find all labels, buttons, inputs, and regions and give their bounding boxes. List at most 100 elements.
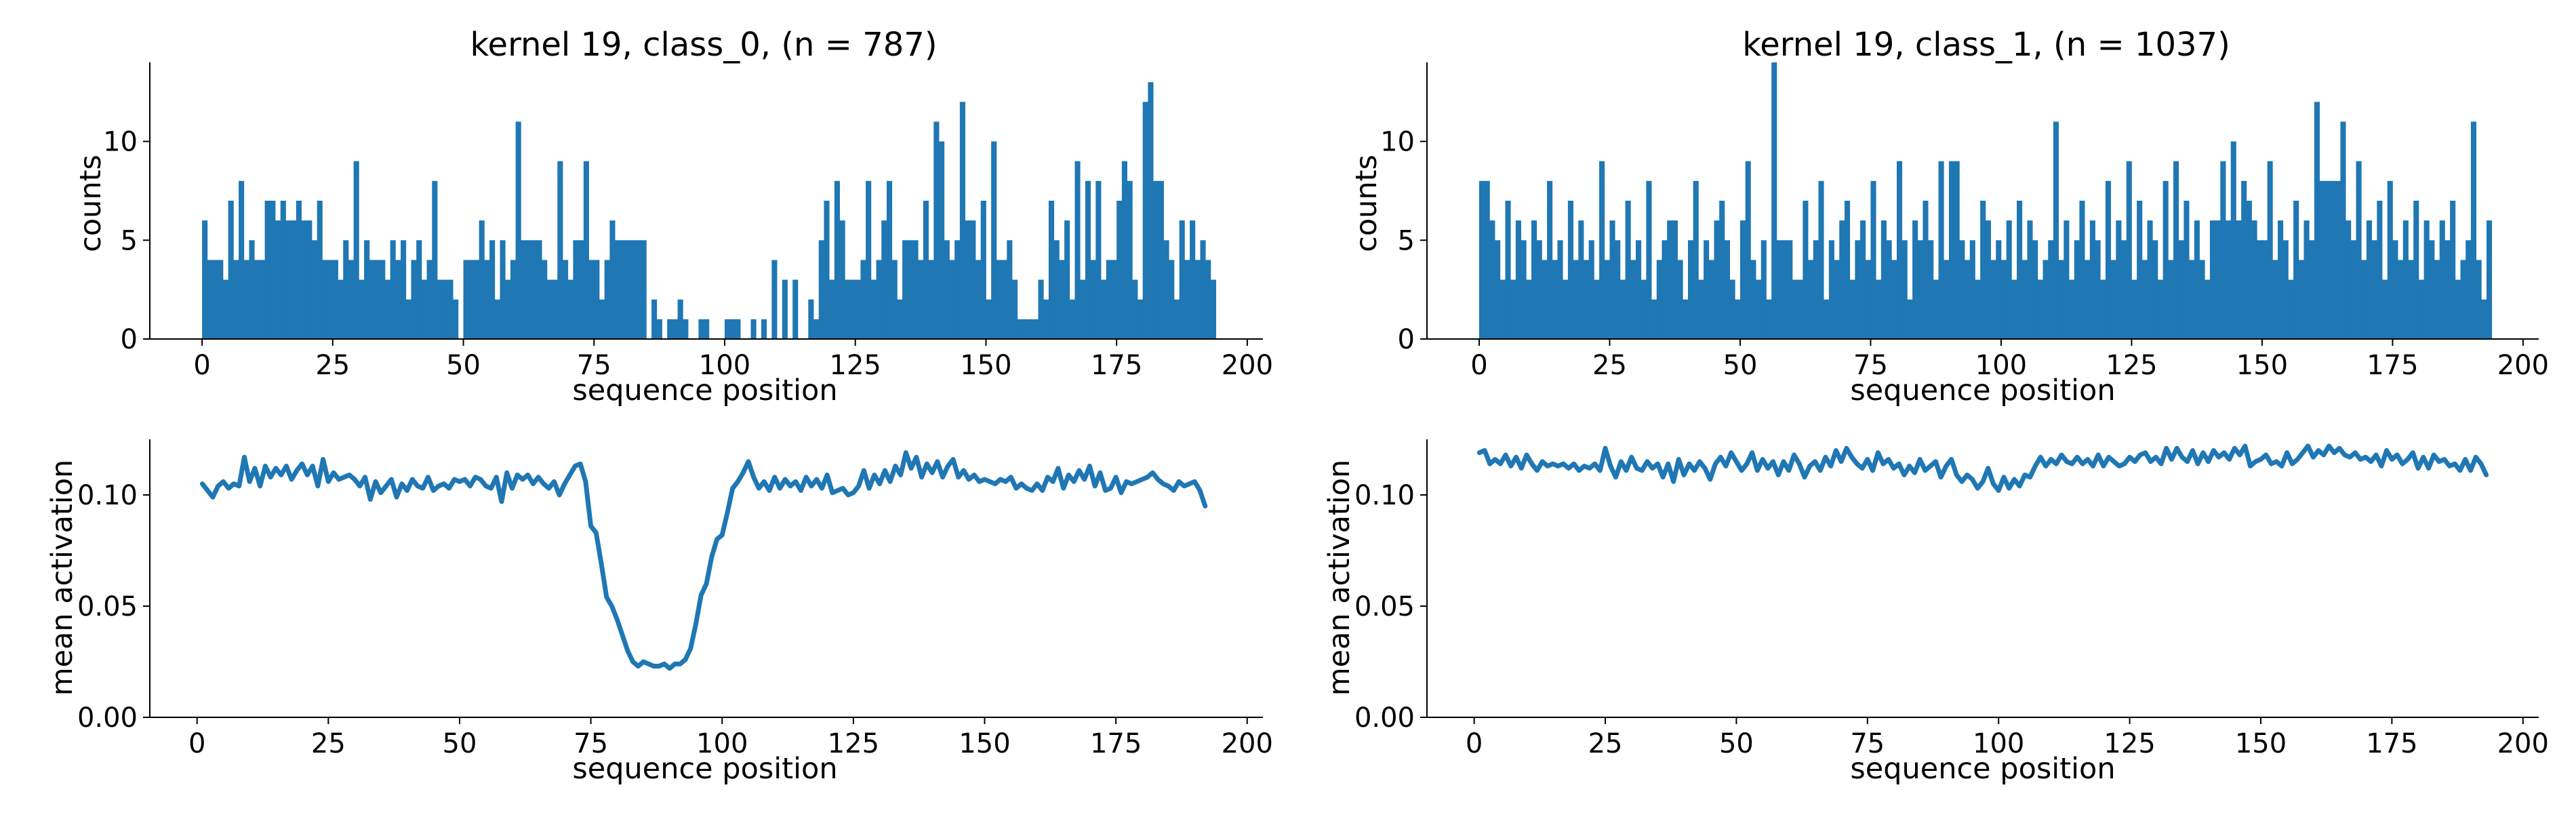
bar <box>2429 240 2435 339</box>
bar <box>1179 220 1185 339</box>
x-axis-label: sequence position <box>1850 752 2115 786</box>
bar <box>374 260 380 339</box>
bar <box>2402 220 2409 339</box>
bar <box>2085 260 2091 339</box>
bar <box>1803 201 1809 339</box>
chart-hist-class1: kernel 19, class_1, (n = 1037) 0 25 50 75 10… <box>1350 26 2549 407</box>
bar <box>630 240 637 339</box>
bar <box>536 240 542 339</box>
bar <box>2017 201 2023 339</box>
bar <box>1766 299 1772 339</box>
bar <box>2000 260 2007 339</box>
bar <box>641 240 647 339</box>
bar <box>2423 220 2430 339</box>
bar <box>1839 220 1845 339</box>
bar <box>891 260 898 339</box>
x-axis-label: sequence position <box>572 374 837 407</box>
bar <box>546 279 552 339</box>
bar <box>980 201 986 339</box>
bar <box>2298 260 2304 339</box>
bar <box>306 220 313 339</box>
bar <box>2241 180 2247 339</box>
bar <box>2314 102 2320 340</box>
bar <box>1719 201 1725 339</box>
bar <box>1646 180 1652 339</box>
y-axis-label: counts <box>74 155 108 252</box>
bar <box>1849 279 1855 339</box>
bar <box>359 279 365 339</box>
bar <box>2183 201 2190 339</box>
bar <box>1771 62 1777 339</box>
bar <box>2100 279 2106 339</box>
bar <box>1148 82 1154 339</box>
chart-activation-class0: 0 25 50 75 100 125 150 175 200 0.00 0.05 0.10 sequ… <box>45 439 1273 786</box>
bar <box>1959 240 1965 339</box>
bar <box>1116 201 1123 339</box>
bar <box>2356 161 2362 339</box>
bar <box>1625 201 1631 339</box>
bar <box>2209 220 2216 339</box>
bar <box>296 201 302 339</box>
bar <box>505 279 511 339</box>
bar <box>2476 260 2482 339</box>
bar <box>2126 161 2132 339</box>
bar <box>243 260 249 339</box>
y-axis-label: mean activation <box>45 460 79 696</box>
bar <box>683 319 689 339</box>
bar <box>1479 180 1485 339</box>
bar <box>2220 161 2226 339</box>
x-tick-label: 75 <box>573 728 608 759</box>
chart-title: kernel 19, class_1, (n = 1037) <box>1742 26 2230 64</box>
bar <box>2303 220 2310 339</box>
bar <box>912 240 919 339</box>
bar <box>1907 299 1913 339</box>
bar <box>2121 240 2127 339</box>
bar <box>2141 260 2148 339</box>
bar <box>2444 240 2451 339</box>
x-tick-label: 50 <box>1723 350 1758 381</box>
bar <box>1672 220 1678 339</box>
bar <box>1896 161 1903 339</box>
bar <box>500 240 506 339</box>
bar <box>1111 260 1117 339</box>
bar <box>824 201 830 339</box>
bar <box>2095 240 2101 339</box>
bar <box>1917 240 1923 339</box>
bar <box>2392 240 2398 339</box>
bar <box>2366 220 2373 339</box>
bar <box>2288 279 2294 339</box>
bar <box>222 279 229 339</box>
x-tick-label: 50 <box>1719 728 1754 759</box>
bar <box>2350 240 2356 339</box>
y-axis-label: counts <box>1350 155 1384 252</box>
y-tick-label: 10 <box>103 127 138 158</box>
x-axis-label: sequence position <box>1850 374 2115 407</box>
bar <box>2335 180 2341 339</box>
bar <box>332 260 338 339</box>
bar <box>1855 240 1861 339</box>
bar <box>2053 121 2059 339</box>
activation-line <box>199 450 1208 671</box>
bar <box>1038 279 1044 339</box>
bar <box>1588 240 1594 339</box>
x-tick-group: 0 25 50 75 100 125 150 175 200 <box>1470 339 2549 381</box>
bar <box>1190 220 1196 339</box>
y-tick-label: 0.00 <box>77 702 138 734</box>
x-tick-label: 200 <box>2497 350 2549 381</box>
y-tick-label: 0.05 <box>1354 591 1415 622</box>
bar <box>348 260 355 339</box>
x-tick-group: 0 25 50 75 100 125 150 175 200 <box>1466 717 2549 759</box>
bar <box>380 260 386 339</box>
bar <box>1677 260 1683 339</box>
bar <box>1797 279 1803 339</box>
bar <box>594 260 600 339</box>
bar <box>1714 220 1720 339</box>
bar <box>218 260 224 339</box>
bar <box>202 220 208 339</box>
bar <box>416 240 422 339</box>
bar <box>390 240 396 339</box>
bar <box>2032 240 2038 339</box>
bar <box>2027 220 2033 339</box>
bar <box>599 299 605 339</box>
bar <box>1735 299 1741 339</box>
